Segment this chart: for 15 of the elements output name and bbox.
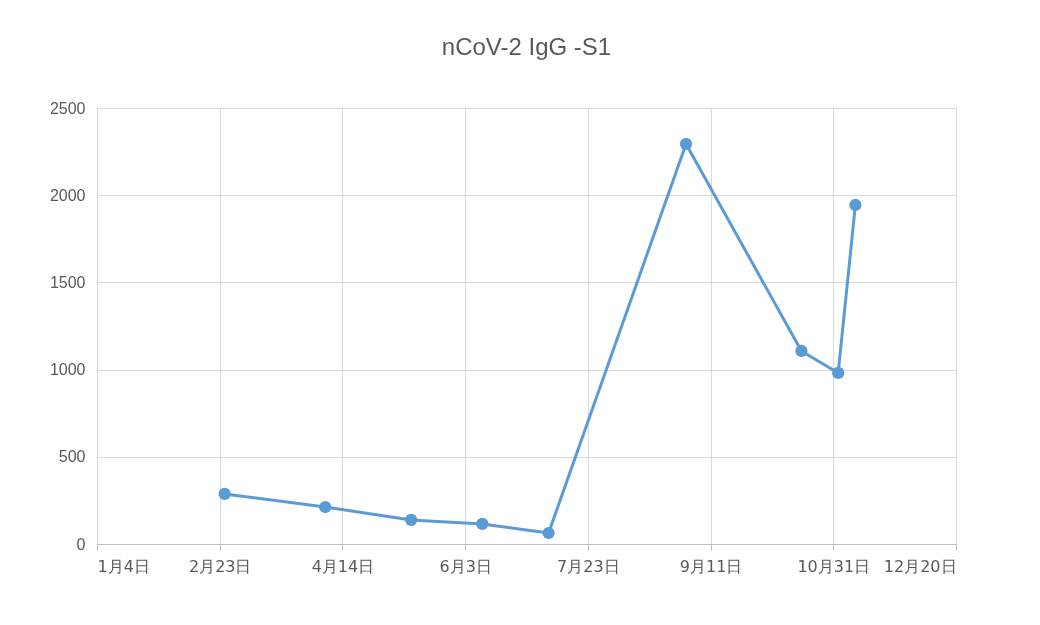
y-tick-label: 1500	[49, 273, 86, 291]
x-tick-label: 4月14日	[311, 556, 375, 576]
x-tick-label: 7月23日	[557, 556, 620, 576]
x-tick-label: 1月4日	[97, 556, 150, 576]
y-tick-label: 2000	[49, 186, 86, 204]
x-tick-label: 9月11日	[679, 556, 743, 576]
x-tick-label: 6月3日	[439, 556, 492, 576]
x-tick-label: 2月23日	[188, 556, 252, 576]
y-tick-label: 2500	[49, 99, 86, 117]
y-tick-label: 500	[58, 448, 86, 466]
chart-title: nCoV-2 IgG -S1	[441, 33, 612, 60]
y-tick-label: 1000	[49, 361, 86, 379]
x-tick-label: 10月31日	[797, 556, 871, 576]
y-tick-label: 0	[76, 535, 86, 553]
x-tick-label: 12月20日	[883, 556, 957, 576]
